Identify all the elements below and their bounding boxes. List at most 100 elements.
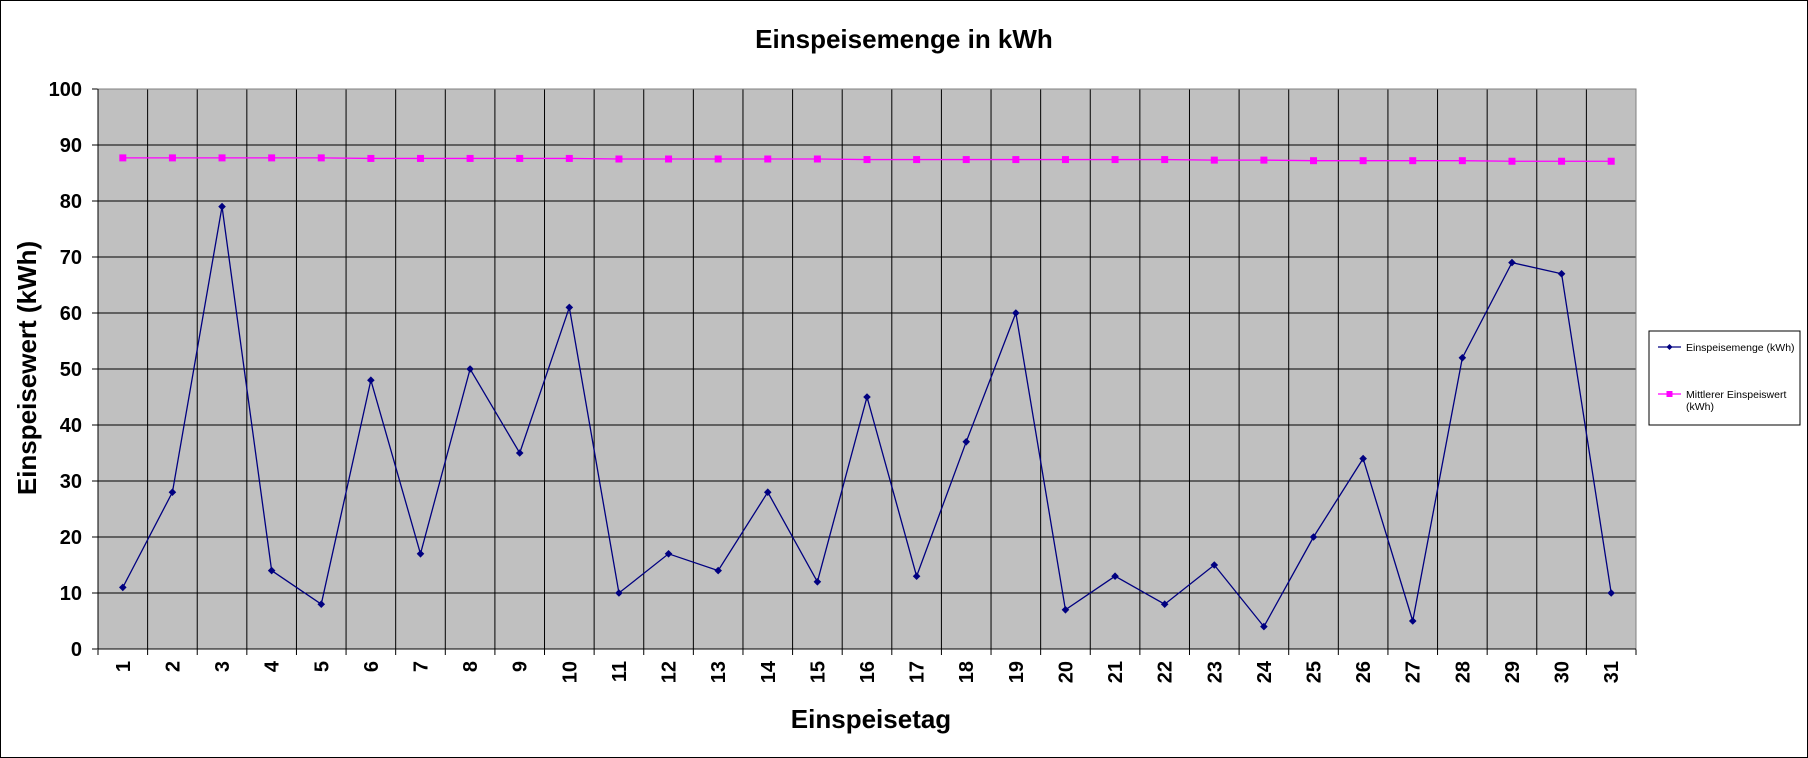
data-point xyxy=(1210,561,1219,569)
x-tick-label: 1 xyxy=(113,661,135,672)
y-tick-label: 70 xyxy=(60,247,82,269)
data-point xyxy=(1359,157,1367,165)
data-point xyxy=(1310,157,1318,165)
legend-label: Einspeisemenge (kWh) xyxy=(1686,342,1795,354)
x-tick-label: 25 xyxy=(1304,661,1326,683)
data-point xyxy=(763,488,772,496)
x-tick-label: 18 xyxy=(956,661,978,683)
data-point xyxy=(764,155,772,163)
data-point xyxy=(913,156,921,164)
x-tick-label: 31 xyxy=(1601,661,1623,683)
data-point xyxy=(516,154,524,162)
x-tick-label: 30 xyxy=(1552,661,1574,683)
y-tick-label: 20 xyxy=(60,527,82,549)
y-tick-label: 60 xyxy=(60,303,82,325)
x-tick-label: 5 xyxy=(311,661,333,672)
x-tick-label: 10 xyxy=(559,661,581,683)
data-point xyxy=(714,155,722,163)
data-point xyxy=(317,600,326,608)
legend-label: (kWh) xyxy=(1686,401,1714,413)
x-axis-label: Einspeisetag xyxy=(791,704,951,734)
data-point xyxy=(565,154,573,162)
x-tick-label: 7 xyxy=(410,661,432,672)
y-tick-label: 10 xyxy=(60,583,82,605)
x-tick-label: 24 xyxy=(1254,660,1276,683)
data-point xyxy=(168,488,177,496)
y-tick-label: 80 xyxy=(60,191,82,213)
x-tick-label: 16 xyxy=(857,661,879,683)
x-tick-label: 13 xyxy=(708,661,730,683)
series-1 xyxy=(119,202,1615,631)
data-point xyxy=(714,566,722,575)
data-point xyxy=(1557,270,1566,278)
y-tick-label: 0 xyxy=(71,639,82,661)
data-point xyxy=(813,578,822,586)
data-point xyxy=(367,154,375,162)
x-tick-label: 11 xyxy=(609,661,631,682)
data-point xyxy=(1607,589,1615,597)
x-tick-label: 19 xyxy=(1006,661,1028,683)
data-point xyxy=(1111,156,1119,164)
data-point xyxy=(1508,258,1516,267)
data-point xyxy=(1111,572,1119,580)
data-point xyxy=(962,156,970,164)
x-tick-label: 9 xyxy=(510,661,532,672)
data-point xyxy=(515,449,524,457)
data-point xyxy=(1161,156,1169,164)
axes xyxy=(92,88,1637,655)
data-point xyxy=(268,154,276,162)
x-tick-label: 8 xyxy=(460,661,482,672)
data-point xyxy=(1061,606,1070,614)
data-point xyxy=(1012,309,1020,317)
data-point xyxy=(1408,617,1417,625)
data-point xyxy=(813,155,821,163)
data-point xyxy=(1061,156,1069,164)
x-tick-label: 23 xyxy=(1204,661,1226,683)
data-point xyxy=(664,550,673,558)
data-point xyxy=(1607,157,1615,165)
x-tick-label: 27 xyxy=(1403,661,1425,683)
data-point xyxy=(218,202,226,211)
data-point xyxy=(615,155,623,163)
x-tick-label: 12 xyxy=(659,661,681,683)
chart-title: Einspeisemenge in kWh xyxy=(755,24,1053,54)
data-point xyxy=(863,156,871,164)
y-tick-label: 30 xyxy=(60,471,82,493)
data-point xyxy=(1260,156,1268,164)
legend-marker xyxy=(1666,391,1673,397)
data-point xyxy=(1458,354,1467,362)
x-tick-label: 21 xyxy=(1105,661,1127,683)
x-tick-labels: 1 2 3 4 5 6 7 8 9 10 11 12 13 14 15 16 17 18 19 20 21 22 23 24 2… xyxy=(113,660,1623,683)
x-tick-label: 3 xyxy=(212,661,234,672)
series-layer xyxy=(119,154,1615,631)
data-point xyxy=(962,438,971,446)
data-point xyxy=(1012,156,1020,164)
y-tick-label: 100 xyxy=(49,79,82,101)
data-point xyxy=(1508,157,1516,165)
x-tick-label: 6 xyxy=(361,661,383,672)
data-point xyxy=(218,154,226,162)
data-point xyxy=(267,566,276,575)
data-point xyxy=(1409,157,1417,165)
data-point xyxy=(565,303,574,312)
y-tick-label: 90 xyxy=(60,135,82,157)
legend-marker xyxy=(1666,344,1673,350)
series-2 xyxy=(119,154,1615,165)
x-tick-label: 14 xyxy=(758,660,780,683)
y-tick-label: 40 xyxy=(60,415,82,437)
data-point xyxy=(119,154,127,162)
data-point xyxy=(367,376,375,384)
y-axis-label: Einspeisewert (kWh) xyxy=(12,241,42,495)
y-tick-labels: 0 10 20 30 40 50 60 70 80 90 100 xyxy=(49,79,82,661)
data-point xyxy=(615,589,623,597)
x-tick-label: 22 xyxy=(1155,661,1177,683)
x-tick-label: 15 xyxy=(807,661,829,683)
data-point xyxy=(466,365,474,373)
data-point xyxy=(863,393,871,401)
x-tick-label: 2 xyxy=(162,661,184,672)
data-point xyxy=(1160,600,1169,608)
data-point xyxy=(1359,454,1367,463)
x-tick-label: 26 xyxy=(1353,661,1375,683)
